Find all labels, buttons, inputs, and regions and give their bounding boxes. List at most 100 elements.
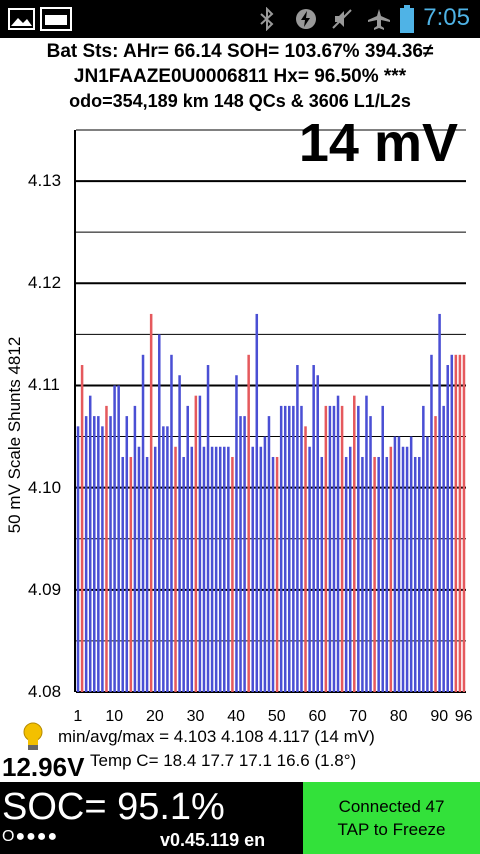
cell-bar-28[interactable] [186,405,189,692]
cell-bar-38[interactable] [227,446,230,692]
cell-bar-65[interactable] [336,395,340,692]
cell-bar-67[interactable] [344,456,348,692]
cell-bar-57[interactable] [304,426,307,692]
cell-bar-20[interactable] [153,446,157,692]
cell-bar-4[interactable] [88,395,92,692]
cell-bar-83[interactable] [409,436,413,692]
cell-bar-49[interactable] [271,456,275,692]
cell-bar-35[interactable] [214,446,218,692]
cell-bar-22[interactable] [162,426,165,692]
cell-bar-64[interactable] [332,405,336,692]
cell-bar-60[interactable] [316,375,319,692]
cell-bar-42[interactable] [243,416,246,692]
cell-bar-47[interactable] [263,436,267,692]
cell-bar-43[interactable] [247,354,250,692]
cell-bar-41[interactable] [239,416,242,692]
cell-bar-69[interactable] [353,395,356,692]
cell-bar-16[interactable] [137,446,141,692]
cell-bar-26[interactable] [178,375,181,692]
cell-bar-85[interactable] [418,456,421,692]
cell-bar-68[interactable] [348,446,352,692]
cell-bar-56[interactable] [300,405,303,692]
cell-bar-52[interactable] [283,405,287,692]
cell-bar-63[interactable] [328,405,332,692]
cell-bar-94[interactable] [454,354,458,692]
cell-bar-13[interactable] [125,416,129,692]
cell-bar-14[interactable] [129,456,133,692]
cell-bar-78[interactable] [389,446,393,692]
cell-bar-87[interactable] [426,436,429,692]
cell-bar-95[interactable] [458,354,462,692]
cell-bar-36[interactable] [218,446,222,692]
cell-bar-6[interactable] [97,416,100,692]
cell-bar-33[interactable] [206,365,210,692]
soc-readout: SOC= 95.1% [2,786,225,828]
cell-bar-9[interactable] [109,416,112,692]
cell-bar-82[interactable] [405,446,409,692]
cell-bar-96[interactable] [462,354,466,692]
cell-bar-88[interactable] [430,354,433,692]
cell-bar-29[interactable] [190,446,194,692]
cell-bar-86[interactable] [422,405,425,692]
cell-bar-80[interactable] [397,436,401,692]
cell-bar-91[interactable] [442,405,445,692]
cell-bar-62[interactable] [324,405,328,692]
cell-bar-58[interactable] [308,446,311,692]
cell-bar-70[interactable] [357,405,360,692]
cell-bar-31[interactable] [198,395,202,692]
cell-bar-51[interactable] [279,405,283,692]
cell-bar-61[interactable] [320,456,324,692]
cell-bar-24[interactable] [170,354,173,692]
cell-bar-2[interactable] [80,365,84,692]
cell-bar-75[interactable] [377,456,380,692]
cell-bar-45[interactable] [255,313,259,692]
cell-bar-59[interactable] [312,365,315,692]
cell-bar-84[interactable] [413,456,417,692]
cell-bar-50[interactable] [275,456,279,692]
cell-bar-21[interactable] [158,334,161,692]
cell-bar-27[interactable] [182,456,185,692]
cell-bar-72[interactable] [365,395,368,692]
cell-bar-1[interactable] [76,426,80,692]
cell-bar-66[interactable] [340,405,344,692]
cell-bar-90[interactable] [438,313,441,692]
cell-bar-77[interactable] [385,456,389,692]
connect-freeze-button[interactable]: Connected 47 TAP to Freeze [303,782,480,854]
cell-bar-89[interactable] [434,416,437,692]
cell-bar-12[interactable] [121,456,124,692]
cell-bar-7[interactable] [101,426,104,692]
cell-bar-55[interactable] [296,365,299,692]
cell-bar-10[interactable] [113,385,116,692]
cell-bar-79[interactable] [393,436,397,692]
cell-bar-73[interactable] [369,416,372,692]
cell-bar-5[interactable] [93,416,96,692]
cell-bar-18[interactable] [145,456,149,692]
cell-bar-34[interactable] [210,446,214,692]
cell-bar-40[interactable] [235,375,238,692]
cell-bar-32[interactable] [202,446,206,692]
cell-bar-92[interactable] [446,365,449,692]
cell-bar-46[interactable] [259,446,263,692]
cell-bar-48[interactable] [267,416,271,692]
cell-bar-25[interactable] [174,446,177,692]
cell-bar-19[interactable] [149,313,153,692]
lightbulb-icon[interactable] [22,722,44,752]
cell-bar-15[interactable] [133,405,137,692]
cell-bar-44[interactable] [251,446,254,692]
cell-bar-53[interactable] [288,405,291,692]
cell-bar-54[interactable] [292,405,295,692]
cell-bar-71[interactable] [361,456,364,692]
cell-bar-23[interactable] [166,426,169,692]
cell-bar-8[interactable] [105,405,108,692]
cell-bar-81[interactable] [401,446,405,692]
cell-bar-3[interactable] [84,416,88,692]
cell-bar-93[interactable] [450,354,454,692]
cell-bar-37[interactable] [223,446,226,692]
cell-bar-76[interactable] [381,405,384,692]
cell-bar-17[interactable] [141,354,145,692]
cell-bar-11[interactable] [117,385,120,692]
cell-bar-74[interactable] [373,456,376,692]
cell-bar-39[interactable] [231,456,234,692]
cell-bar-30[interactable] [194,395,198,692]
